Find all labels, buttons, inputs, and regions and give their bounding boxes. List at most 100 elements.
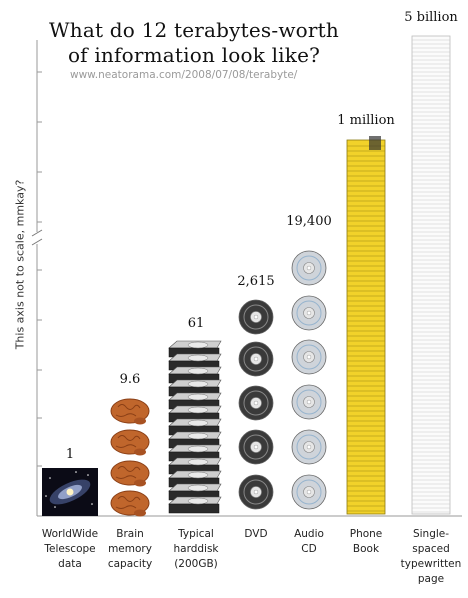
chart-title: What do 12 terabytes-worth of informatio… — [44, 18, 344, 68]
brain-stem — [134, 479, 146, 487]
value-label: 61 — [187, 316, 205, 331]
disc-hole — [253, 444, 259, 450]
brain-fold — [115, 475, 137, 479]
brain-stem — [134, 509, 146, 517]
star — [45, 495, 47, 497]
disc-sheen — [296, 255, 322, 281]
value-label: 1 million — [337, 113, 395, 128]
harddisk-platter — [187, 432, 209, 440]
brain-fold — [117, 404, 141, 410]
harddisk-platter — [187, 406, 209, 414]
disc-sheen — [296, 434, 322, 460]
phonebook-stack — [346, 139, 386, 515]
harddisk-platter — [187, 367, 209, 375]
bar-typewritten-page — [411, 35, 451, 515]
chart-title-line2: of information look like? — [67, 43, 321, 67]
category-label-line: Telescope — [44, 543, 96, 555]
brain-fold — [115, 444, 137, 448]
harddisk-platter — [187, 484, 209, 492]
category-label-line: WorldWide — [41, 528, 99, 540]
category-label-line: Book — [352, 543, 380, 555]
page-stack — [411, 35, 451, 515]
star — [91, 503, 93, 505]
harddisk-platter — [187, 419, 209, 427]
harddisk-body — [168, 503, 220, 514]
bar-dvd — [238, 299, 274, 510]
bar-phone-book — [346, 136, 386, 515]
chart-title-line1: What do 12 terabytes-worth — [49, 18, 339, 42]
category-label-line: Typical — [178, 528, 214, 540]
disc-hole — [253, 489, 259, 495]
brain-fold — [115, 505, 137, 509]
category-label-line: (200GB) — [174, 558, 218, 570]
harddisk-platter — [187, 497, 209, 505]
bar-audio-cd — [291, 250, 327, 510]
category-label-line: page — [417, 573, 445, 585]
brain-fold — [117, 435, 141, 441]
category-label-line: DVD — [244, 528, 268, 540]
harddisk-platter — [187, 354, 209, 362]
category-label-line: data — [58, 558, 82, 570]
category-label: Typical harddisk (200GB) — [159, 527, 233, 572]
category-label: Phone Book — [329, 527, 403, 557]
harddisk-platter — [187, 380, 209, 388]
disc-sheen — [243, 479, 269, 505]
category-label: WorldWide Telescope data — [33, 527, 107, 572]
bar-brain-memory — [110, 398, 150, 517]
harddisk-platter — [187, 341, 209, 349]
value-label: 5 billion — [404, 10, 458, 25]
disc-hole — [306, 399, 312, 405]
disc-sheen — [243, 304, 269, 330]
brain-fold — [117, 496, 141, 502]
category-label-line: memory — [108, 543, 152, 555]
category-label: Audio CD — [272, 527, 346, 557]
category-label-line: Phone — [349, 528, 383, 540]
harddisk-platter — [187, 445, 209, 453]
brain-stem — [134, 448, 146, 456]
disc-sheen — [296, 344, 322, 370]
bar-worldwide-telescope — [42, 468, 98, 516]
star — [49, 477, 51, 479]
axis-break-mark — [31, 229, 43, 237]
category-label-line: spaced — [412, 543, 450, 555]
source-url: www.neatorama.com/2008/07/08/terabyte/ — [70, 69, 298, 81]
disc-sheen — [296, 389, 322, 415]
disc-sheen — [243, 346, 269, 372]
value-label: 2,615 — [237, 274, 275, 289]
axis-break-mark — [31, 238, 43, 246]
disc-sheen — [296, 479, 322, 505]
disc-hole — [253, 314, 259, 320]
category-label-line: CD — [301, 543, 317, 555]
star — [75, 471, 77, 473]
disc-hole — [306, 265, 312, 271]
category-label-line: typewritten — [400, 558, 462, 570]
value-label: 9.6 — [119, 372, 141, 387]
value-label: 1 — [65, 447, 75, 462]
brain-fold — [117, 466, 141, 472]
disc-sheen — [243, 434, 269, 460]
star — [87, 474, 89, 476]
galaxy-core — [66, 488, 74, 496]
disc-hole — [306, 310, 312, 316]
harddisk-platter — [187, 393, 209, 401]
category-label: DVD — [219, 527, 293, 542]
harddisk-platter — [187, 458, 209, 466]
category-label: Brain memory capacity — [93, 527, 167, 572]
disc-hole — [306, 444, 312, 450]
disc-hole — [253, 356, 259, 362]
disc-sheen — [296, 300, 322, 326]
harddisk-platter — [187, 471, 209, 479]
value-label: 19,400 — [286, 214, 332, 229]
star — [54, 506, 56, 508]
category-label-line: Single- — [412, 528, 450, 540]
disc-hole — [253, 400, 259, 406]
brain-stem — [134, 417, 146, 425]
phonebook-cover-mark — [369, 136, 381, 150]
disc-hole — [306, 354, 312, 360]
category-label: Single-spaced typewritten page — [394, 527, 468, 587]
bar-typical-harddisk — [168, 340, 222, 514]
category-label-line: Audio — [294, 528, 324, 540]
category-label-line: Brain — [116, 528, 144, 540]
